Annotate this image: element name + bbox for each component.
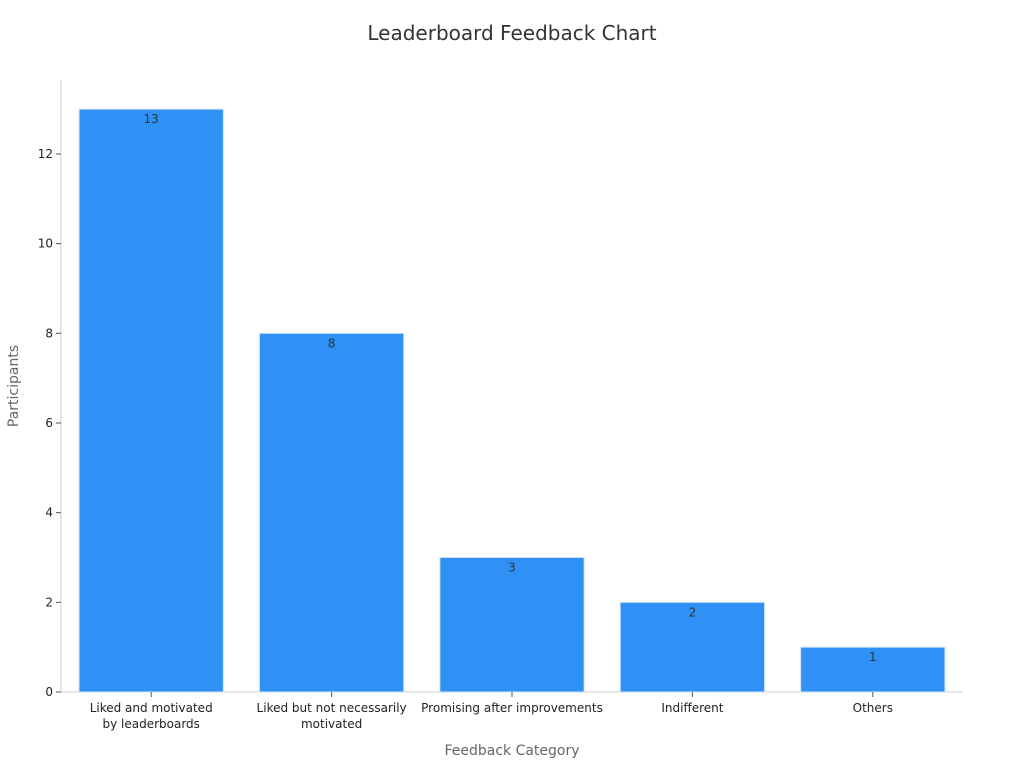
bar xyxy=(619,601,766,693)
bar-value-label: 2 xyxy=(689,605,697,619)
x-tick-label: Others xyxy=(853,701,893,715)
bar xyxy=(258,332,405,693)
bar-value-label: 13 xyxy=(144,112,159,126)
x-tick-label: Indifferent xyxy=(661,701,723,715)
bar xyxy=(78,108,224,693)
y-tick-label: 2 xyxy=(45,595,53,609)
x-tick-label: Liked and motivated by leaderboards xyxy=(90,701,213,731)
x-tick-label-line: Indifferent xyxy=(661,701,723,715)
y-tick-label: 6 xyxy=(45,416,53,430)
y-tick-label: 0 xyxy=(45,685,53,699)
y-tick-label: 10 xyxy=(38,237,53,251)
y-tick-label: 8 xyxy=(45,326,53,340)
x-tick-label: Liked but not necessarily motivated xyxy=(257,701,407,731)
x-tick-label-line: Liked but not necessarily xyxy=(257,701,407,715)
chart-title: Leaderboard Feedback Chart xyxy=(367,21,656,45)
y-tick-label: 12 xyxy=(38,147,53,161)
bar-value-label: 3 xyxy=(508,560,516,574)
x-tick-label-line: Promising after improvements xyxy=(421,701,603,715)
x-axis-label: Feedback Category xyxy=(444,743,579,759)
bar-value-label: 1 xyxy=(869,650,877,664)
y-axis-label: Participants xyxy=(6,345,22,427)
x-tick-label-line: Others xyxy=(853,701,893,715)
bar-value-label: 8 xyxy=(328,336,336,350)
x-tick-label-line: by leaderboards xyxy=(102,717,199,731)
x-tick-label-line: Liked and motivated xyxy=(90,701,213,715)
x-tick-label: Promising after improvements xyxy=(421,701,603,715)
y-tick-label: 4 xyxy=(45,506,53,520)
bar xyxy=(439,556,585,693)
x-tick-label-line: motivated xyxy=(301,717,362,731)
